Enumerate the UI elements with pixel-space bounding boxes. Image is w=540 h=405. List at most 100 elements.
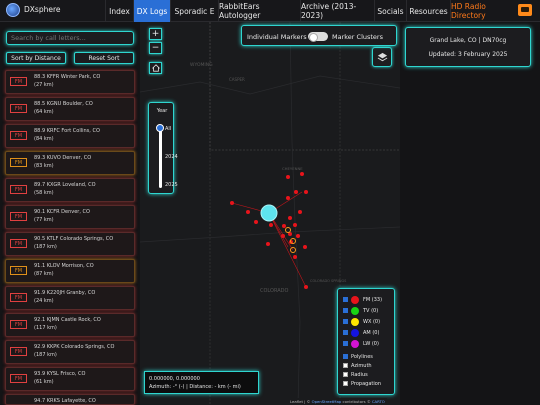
station-distance: (58 km) [34,190,54,196]
legend-fm[interactable]: FM (33) [343,295,382,304]
osm-link[interactable]: OpenStreetMap [311,399,342,404]
option-azimuth[interactable]: Azimuth [343,361,372,370]
station-marker [304,285,308,289]
station-marker [230,201,234,205]
checkbox[interactable] [343,354,348,359]
legend-label: LW (0) [363,340,379,347]
station-name: 91.1 KLOV Morrison, CO [34,263,94,269]
nav-rabbitears-autologger[interactable]: RabbitEars Autologger [218,0,300,22]
zoom-out-button[interactable]: − [149,42,162,54]
legend-tv[interactable]: TV (0) [343,306,378,315]
lw-color-dot [351,339,359,348]
nav-dx-logs[interactable]: DX Logs [133,0,170,22]
band-badge: FM [10,185,27,194]
station-item[interactable]: FM 88.5 KGNU Boulder, CO (64 km) [5,97,135,121]
station-marker [293,255,297,259]
station-name: 89.3 KUVO Denver, CO [34,155,92,161]
year-slider-track[interactable] [159,127,162,188]
nav-index[interactable]: Index [105,0,133,22]
band-badge: FM [10,293,27,302]
map-view[interactable]: WYOMING CASPER CHEYENNE COLORADO COLORAD… [140,22,400,405]
search-input[interactable] [6,31,134,45]
nav-archive[interactable]: Archive (2013-2023) [300,0,374,22]
checkbox[interactable] [343,297,348,302]
checkbox[interactable] [343,372,348,377]
map-label-colorado: COLORADO [260,288,289,294]
station-item[interactable]: FM 93.9 KYSL Frisco, CO (61 km) [5,367,135,391]
info-sidebar [400,22,540,405]
checkbox[interactable] [343,341,348,346]
station-distance: (87 km) [34,271,54,277]
station-item[interactable]: FM 88.3 KFFR Winter Park, CO (27 km) [5,70,135,94]
station-item[interactable]: FM 91.1 KLOV Morrison, CO (87 km) [5,259,135,283]
station-item[interactable]: FM 88.9 KRFC Fort Collins, CO (84 km) [5,124,135,148]
station-distance: (117 km) [34,325,57,331]
legend-lw[interactable]: LW (0) [343,339,379,348]
option-polylines[interactable]: Polylines [343,352,373,361]
map-label-wyoming: WYOMING [190,62,213,68]
layers-button[interactable] [372,47,392,67]
checkbox[interactable] [343,319,348,324]
checkbox[interactable] [343,308,348,313]
station-distance: (64 km) [34,109,54,115]
nav-resources[interactable]: Resources [406,0,450,22]
station-marker [288,216,292,220]
road-line [140,75,400,95]
station-name: 90.5 KTLF Colorado Springs, CO [34,236,114,242]
radio-icon[interactable] [518,4,532,16]
year-filter-title: Year [156,108,168,114]
station-item[interactable]: 94.7 KRKS Lafayette, CO [5,394,135,405]
station-item[interactable]: FM 91.9 K220JH Granby, CO (24 km) [5,286,135,310]
station-distance: (77 km) [34,217,54,223]
station-marker [286,196,290,200]
checkbox[interactable] [343,381,348,386]
map-attribution: Leaflet | © OpenStreetMap contributors ©… [288,398,387,405]
road-line [289,22,301,405]
station-marker [282,224,286,228]
location-title: Grand Lake, CO | DN70cg [429,37,507,44]
station-item[interactable]: FM 89.3 KUVO Denver, CO (83 km) [5,151,135,175]
reset-sort-button[interactable]: Reset Sort [74,52,134,64]
station-item[interactable]: FM 92.1 KJMN Castle Rock, CO (117 km) [5,313,135,337]
highlighted-marker [290,247,296,253]
marker-mode-toggle[interactable] [308,32,328,42]
map-label-cheyenne: CHEYENNE [282,166,303,171]
year-option-all[interactable]: All [165,126,172,132]
zoom-in-button[interactable]: + [149,28,162,40]
highlighted-marker [285,227,291,233]
road-line [140,226,400,243]
station-name: 89.7 KXGR Loveland, CO [34,182,96,188]
nav-sporadic-e[interactable]: Sporadic E [170,0,218,22]
year-filter[interactable]: Year All 2024 2025 [148,102,178,194]
station-item[interactable]: FM 89.7 KXGR Loveland, CO (58 km) [5,178,135,202]
option-label: Azimuth [351,362,372,369]
station-marker [296,234,300,238]
map-label-casper: CASPER [229,77,245,82]
option-radius[interactable]: Radius [343,370,368,379]
station-distance: (187 km) [34,244,57,250]
option-propagation[interactable]: Propagation [343,379,381,388]
station-marker [294,190,298,194]
station-item[interactable]: FM 92.9 KKPK Colorado Springs, CO (187 k… [5,340,135,364]
nav-hd-radio-directory[interactable]: HD Radio Directory [450,0,518,22]
home-view-button[interactable] [149,62,162,74]
carto-link[interactable]: CARTO [371,399,385,404]
cursor-coordinates: 0.000000, 0.000000 [149,376,200,382]
legend-am[interactable]: AM (0) [343,328,379,337]
sort-by-distance-button[interactable]: Sort by Distance [6,52,66,64]
year-slider-handle[interactable] [156,124,164,132]
band-badge: FM [10,347,27,356]
checkbox[interactable] [343,363,348,368]
nav-socials[interactable]: Socials [374,0,406,22]
individual-markers-label: Individual Markers [247,33,307,41]
azimuth-distance: Azimuth: -° (-) | Distance: - km (- mi) [149,384,241,390]
year-option-2024[interactable]: 2024 [165,154,178,160]
checkbox[interactable] [343,330,348,335]
legend-wx[interactable]: WX (0) [343,317,380,326]
year-option-2025[interactable]: 2025 [165,182,178,188]
station-name: 90.1 KCFR Denver, CO [34,209,90,215]
station-item[interactable]: FM 90.1 KCFR Denver, CO (77 km) [5,205,135,229]
station-distance: (83 km) [34,163,54,169]
station-name: 92.1 KJMN Castle Rock, CO [34,317,101,323]
station-item[interactable]: FM 90.5 KTLF Colorado Springs, CO (187 k… [5,232,135,256]
